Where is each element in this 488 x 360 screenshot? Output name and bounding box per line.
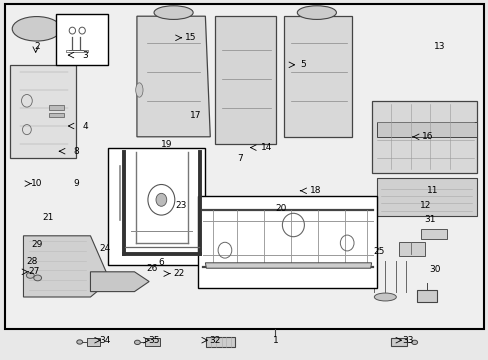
Bar [420,229,447,239]
Ellipse shape [136,83,142,97]
Ellipse shape [297,6,336,19]
Polygon shape [10,65,76,158]
Text: 5: 5 [300,60,305,69]
Ellipse shape [134,340,140,345]
Text: 21: 21 [42,213,54,222]
Text: 31: 31 [424,215,435,224]
Ellipse shape [12,17,61,41]
Bar [416,290,436,302]
Bar [56,14,107,65]
Text: 29: 29 [31,240,42,249]
Text: 7: 7 [236,154,242,163]
Text: 22: 22 [172,269,184,278]
Text: 33: 33 [402,336,413,345]
Text: 34: 34 [99,336,111,345]
Bar [198,196,376,288]
Text: 28: 28 [26,256,38,266]
Text: 12: 12 [419,201,430,210]
Text: 10: 10 [31,179,42,188]
Ellipse shape [411,340,417,345]
Ellipse shape [156,193,166,206]
Ellipse shape [154,6,193,19]
Bar [144,338,160,346]
Text: 16: 16 [421,132,433,141]
Polygon shape [137,16,210,137]
Bar [376,178,476,216]
Text: 20: 20 [275,204,286,213]
Polygon shape [215,16,276,144]
Bar [49,113,63,117]
Text: 3: 3 [82,51,88,60]
Text: 2: 2 [34,42,40,51]
Text: 19: 19 [160,140,172,149]
Text: 25: 25 [372,248,384,256]
Ellipse shape [34,275,41,281]
Text: 8: 8 [73,147,79,156]
Ellipse shape [26,273,34,278]
Bar [87,338,100,346]
Polygon shape [23,236,110,297]
Polygon shape [376,122,476,137]
Text: 35: 35 [148,336,160,345]
Text: 27: 27 [28,267,40,276]
Bar [49,105,63,110]
Text: 26: 26 [145,264,157,273]
Text: 24: 24 [99,244,111,253]
Text: 6: 6 [158,258,164,267]
Polygon shape [205,263,371,268]
Text: 17: 17 [189,111,201,120]
Text: 4: 4 [82,122,88,131]
Text: 15: 15 [184,33,196,42]
Text: 14: 14 [260,143,272,152]
Text: 18: 18 [309,186,321,195]
Polygon shape [371,101,476,173]
Bar [206,337,234,347]
Bar [390,338,406,346]
Bar [398,242,425,256]
Text: 13: 13 [433,42,445,51]
Polygon shape [90,272,149,292]
Ellipse shape [374,293,396,301]
Bar [66,50,87,52]
Text: 32: 32 [209,336,221,345]
Ellipse shape [77,340,82,344]
Text: 11: 11 [426,186,438,195]
Polygon shape [283,16,351,137]
Text: 1: 1 [273,336,279,345]
Bar [107,148,205,265]
Text: 30: 30 [428,266,440,275]
Text: 9: 9 [73,179,79,188]
Text: 23: 23 [175,201,186,210]
